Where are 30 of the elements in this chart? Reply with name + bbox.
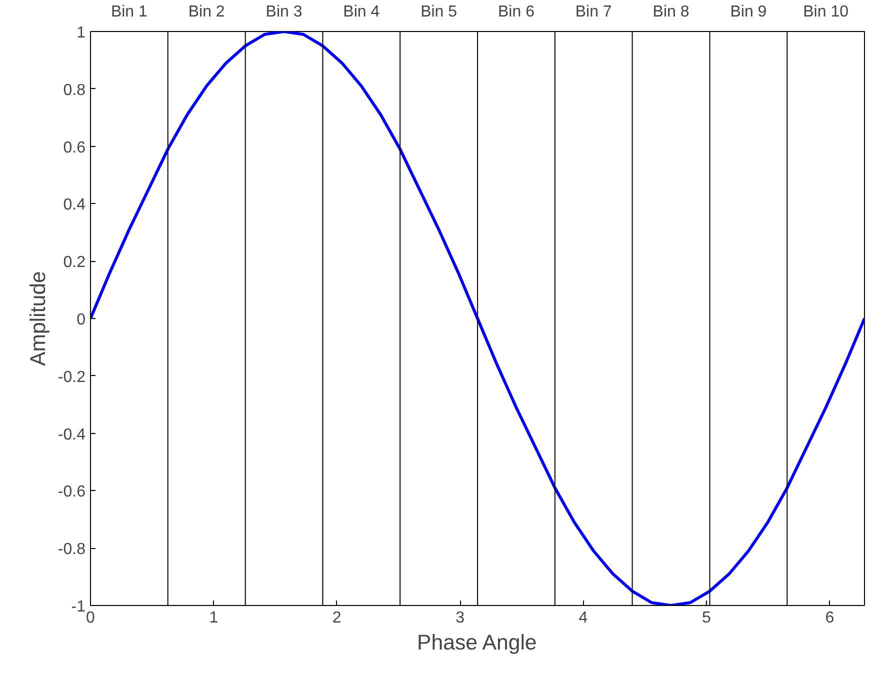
x-tick-label: 2: [332, 610, 342, 626]
line-series: [90, 32, 864, 606]
text: Bin 2: [188, 4, 225, 20]
text: Bin 1: [110, 4, 148, 20]
x-tick-label: 4: [578, 610, 588, 626]
text: Bin 10: [803, 4, 849, 20]
y-tick-label: 0.6: [63, 139, 86, 156]
x-tick-label: 1: [209, 610, 218, 626]
x-tick-label: 6: [825, 610, 834, 626]
text: Bin 5: [420, 4, 458, 20]
y-tick-label: -0.2: [58, 368, 86, 386]
y-tick-label: -1: [71, 598, 86, 616]
y-tick-label: 0.2: [63, 254, 86, 272]
text: Bin 4: [343, 4, 380, 20]
y-tick-label: 0.8: [63, 82, 86, 99]
y-tick-label: 1: [76, 24, 86, 42]
y-tick-label: -0.8: [58, 541, 86, 558]
y-tick-label: -0.6: [58, 484, 86, 501]
x-axis-title: Phase Angle: [417, 630, 537, 654]
text: Bin 7: [575, 4, 612, 20]
y-axis-title: Amplitude: [26, 271, 50, 366]
x-tick-label: 5: [702, 610, 711, 626]
y-tick-label: 0.4: [63, 196, 86, 214]
text: Bin 9: [730, 4, 767, 20]
text: Bin 3: [266, 4, 302, 20]
text: Bin 6: [498, 4, 535, 20]
y-tick-label: -0.4: [58, 426, 86, 444]
y-tick-label: 0: [76, 312, 86, 328]
x-tick-label: 3: [456, 610, 465, 626]
text: Bin 8: [652, 4, 690, 20]
